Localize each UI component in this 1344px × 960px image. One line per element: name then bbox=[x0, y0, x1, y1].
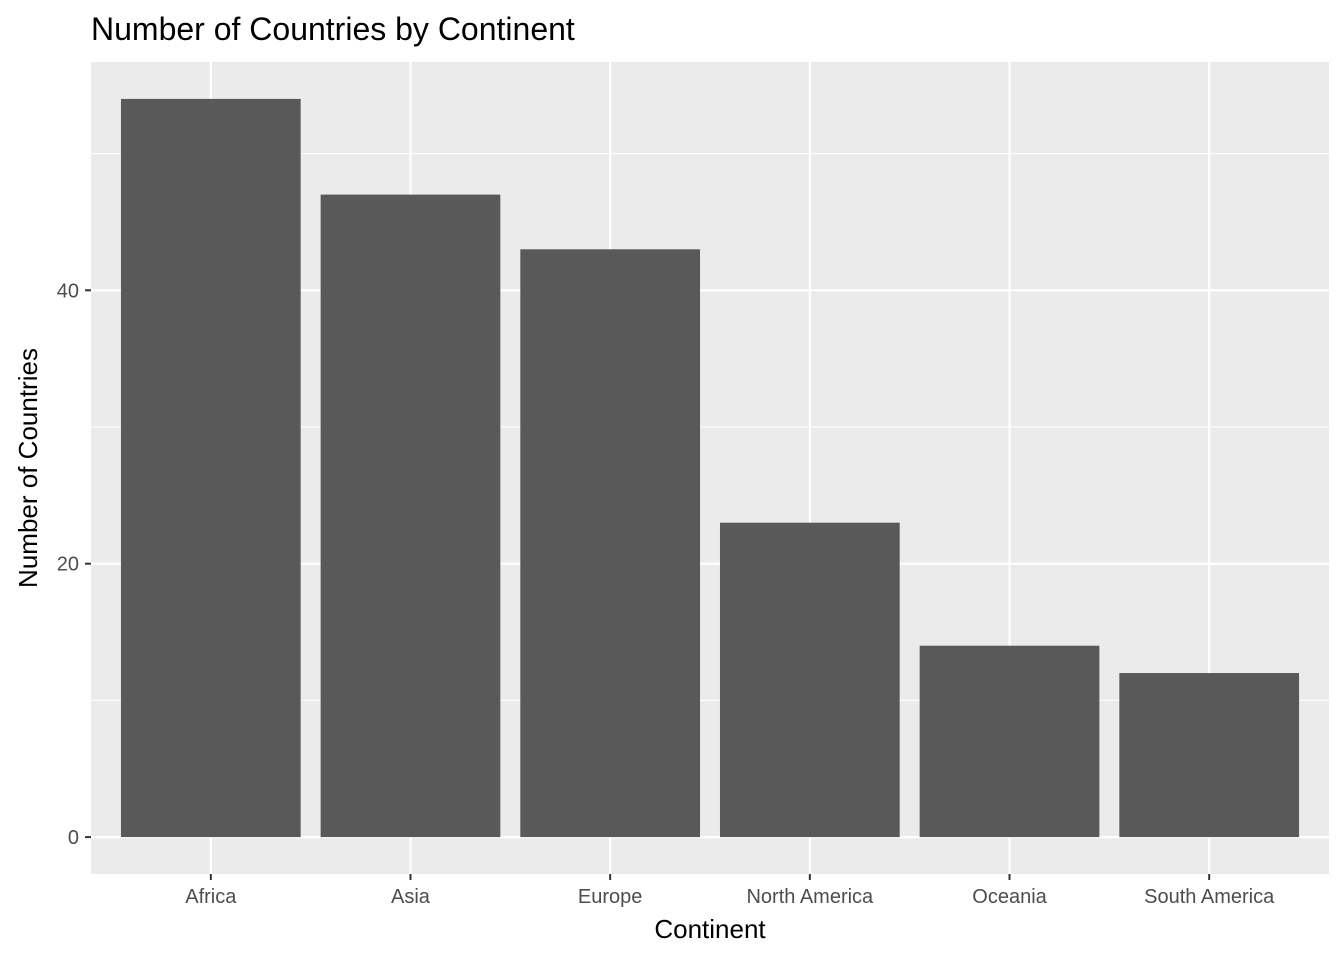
bar-south-america bbox=[1119, 673, 1300, 838]
bar-africa bbox=[120, 98, 301, 838]
bar-europe bbox=[520, 249, 701, 838]
axes: 0 20 40 Africa Asia Europe North America Oceani… bbox=[57, 280, 1275, 908]
x-tick-label: Europe bbox=[578, 886, 643, 908]
y-tick-label: 20 bbox=[57, 554, 79, 576]
y-axis-title: Number of Countries bbox=[13, 348, 43, 588]
x-tick-label: South America bbox=[1144, 886, 1275, 908]
x-tick-label: Oceania bbox=[972, 886, 1047, 908]
bar-oceania bbox=[919, 645, 1100, 838]
x-tick-label: Asia bbox=[391, 886, 431, 908]
x-tick-label: Africa bbox=[185, 886, 237, 908]
y-tick-label: 40 bbox=[57, 280, 79, 302]
bars bbox=[120, 98, 1300, 838]
y-tick-label: 0 bbox=[68, 827, 79, 849]
chart-title: Number of Countries by Continent bbox=[91, 11, 575, 47]
x-axis-title: Continent bbox=[654, 914, 766, 944]
bar-asia bbox=[320, 194, 501, 838]
bar-north-america bbox=[719, 522, 900, 838]
x-tick-label: North America bbox=[746, 886, 874, 908]
